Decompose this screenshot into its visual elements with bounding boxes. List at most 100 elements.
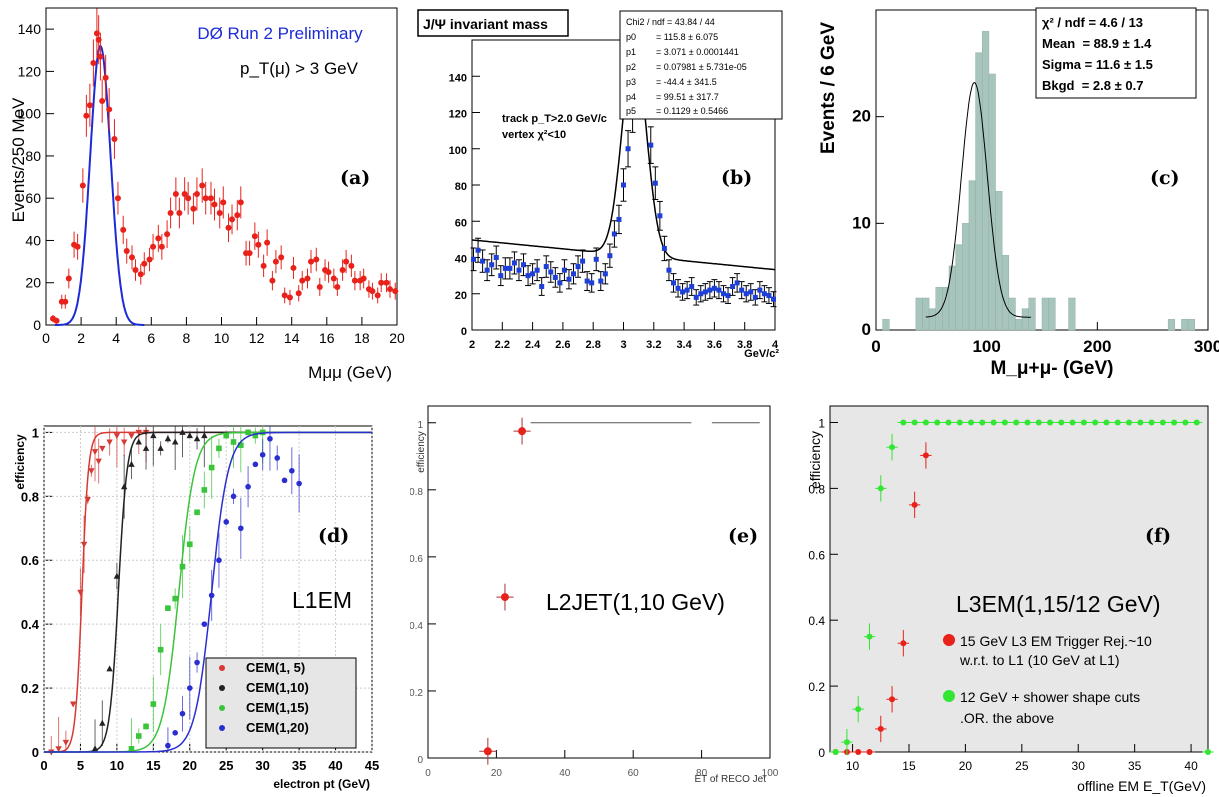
data-point	[99, 719, 106, 726]
y-tick-label: 0.2	[808, 680, 825, 694]
data-point	[128, 746, 135, 752]
x-tick-label: 45	[365, 758, 379, 773]
chart-f-svg: 10 15 20 25 30 35 40 0 0.2 0.4 0.6 0.8 1 (f) L3EM(1,…	[807, 405, 1214, 794]
data-point	[360, 275, 367, 282]
fit-curve	[925, 82, 1031, 318]
x-tick-label: 12	[249, 330, 265, 346]
x-tick-label: 10	[846, 759, 860, 773]
histogram-bar	[1021, 308, 1029, 331]
data-point	[493, 255, 499, 260]
data-point	[534, 267, 540, 273]
data-point	[199, 182, 206, 189]
data-point	[689, 284, 695, 289]
y-tick-label: 1	[818, 416, 825, 430]
data-point	[616, 216, 622, 222]
chart-e-xlabel: ET of RECO Jet	[694, 774, 766, 785]
data-point	[889, 696, 896, 703]
chart-e-panel-label: (e)	[728, 525, 758, 547]
data-point	[172, 438, 179, 445]
legend-label: CEM(1,15)	[246, 700, 309, 715]
data-point	[201, 432, 208, 439]
chart-b-stat-3: p2 = 0.07981 ± 5.731e-05	[626, 62, 747, 72]
y-tick-label: 0	[33, 317, 41, 333]
data-point	[666, 267, 672, 273]
x-tick-label: 35	[292, 758, 306, 773]
data-point	[378, 279, 385, 286]
data-point	[484, 267, 490, 273]
data-point	[99, 445, 106, 452]
data-point	[877, 485, 884, 492]
x-tick-label: 25	[1015, 759, 1029, 773]
data-point	[711, 285, 717, 291]
data-point	[69, 701, 77, 708]
chart-c-xlabel: M_μ+μ- (GeV)	[990, 358, 1113, 379]
x-tick-label: 3	[620, 339, 626, 351]
data-point	[922, 419, 929, 426]
data-point	[566, 276, 572, 282]
data-point	[290, 264, 297, 271]
data-point	[502, 265, 508, 271]
y-tick-label: 0.8	[808, 482, 825, 496]
x-tick-label: 20	[183, 758, 197, 773]
chart-b-stat-5: p4 = 99.51 ± 317.7	[626, 92, 719, 102]
y-tick-label: 0	[818, 746, 825, 760]
legend-box	[205, 657, 357, 749]
y-tick-label: 0	[461, 326, 467, 338]
data-point	[146, 256, 153, 263]
data-point	[216, 557, 222, 564]
chart-f-legend-1: 12 GeV + shower shape cuts	[960, 689, 1140, 705]
data-point	[968, 419, 975, 426]
histogram-bar	[1028, 297, 1036, 331]
data-point	[900, 640, 907, 647]
x-tick-label: 30	[1072, 759, 1086, 773]
legend-marker	[219, 725, 225, 731]
data-point	[223, 432, 230, 439]
data-point	[766, 293, 772, 299]
x-tick-label: 8	[183, 330, 191, 346]
chart-f-panel-label: (f)	[1145, 525, 1171, 547]
data-point	[135, 429, 142, 436]
data-point	[237, 199, 244, 206]
data-point	[172, 595, 178, 602]
x-tick-label: 4	[112, 330, 120, 346]
x-tick-label: 40	[328, 758, 342, 773]
data-point	[251, 233, 258, 240]
data-point	[220, 199, 227, 206]
data-point	[383, 279, 390, 286]
chart-f-legend-1b: .OR. the above	[960, 710, 1054, 726]
y-tick-label: 120	[18, 63, 42, 79]
data-point	[281, 477, 288, 484]
chart-f-legend-marker-1	[943, 690, 955, 702]
data-point	[922, 452, 929, 459]
data-point	[855, 749, 862, 755]
y-tick-label: 1	[417, 420, 423, 431]
data-point	[761, 291, 767, 297]
x-tick-label: 0	[871, 337, 880, 356]
data-point	[143, 723, 149, 730]
data-point	[216, 209, 223, 216]
data-point	[720, 291, 726, 297]
chart-b-title: J/Ψ invariant mass	[423, 16, 548, 32]
chart-f-legend-0: 15 GeV L3 EM Trigger Rej.~10	[960, 633, 1152, 649]
data-point	[80, 541, 88, 548]
data-point	[193, 435, 201, 442]
data-point	[179, 563, 186, 570]
data-point	[593, 256, 599, 262]
data-point	[128, 460, 135, 467]
data-point	[1193, 419, 1200, 426]
y-tick-label: 100	[449, 145, 467, 157]
x-tick-label: 6	[147, 330, 155, 346]
x-tick-label: 14	[284, 330, 300, 346]
y-tick-label: 1	[32, 425, 39, 440]
chart-c-stat-0: χ² / ndf = 4.6 / 13	[1042, 15, 1143, 30]
histogram-bar	[1048, 297, 1056, 331]
data-point	[234, 212, 241, 219]
x-tick-label: 20	[959, 759, 973, 773]
legend-label: CEM(1, 5)	[246, 660, 305, 675]
y-tick-label: 0.8	[21, 489, 39, 504]
data-point	[325, 269, 332, 276]
data-point	[172, 190, 179, 197]
data-point	[157, 646, 164, 653]
data-point	[137, 271, 144, 278]
data-point	[179, 710, 186, 717]
